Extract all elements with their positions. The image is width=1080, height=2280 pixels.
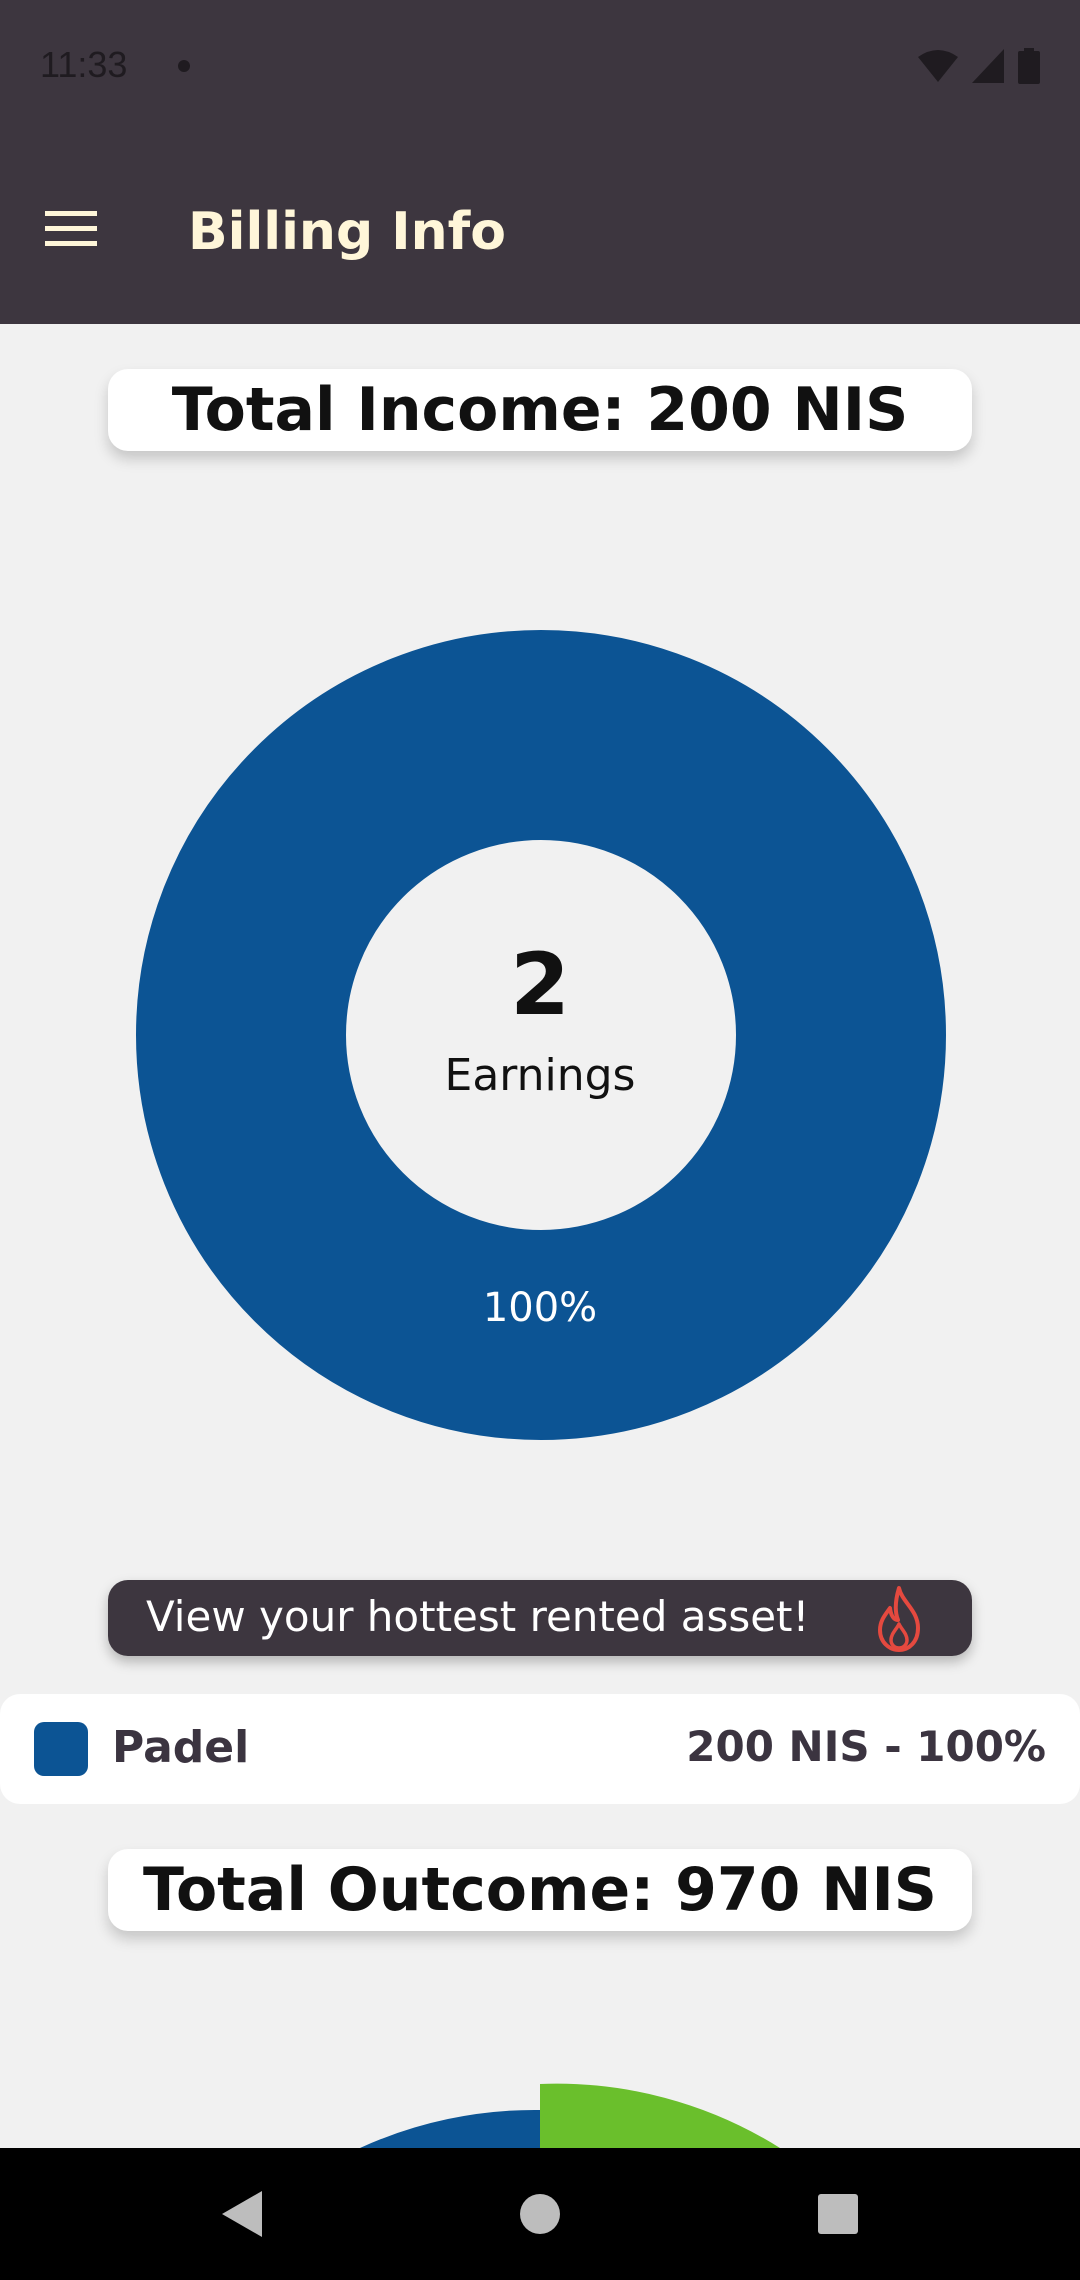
recents-icon [818, 2194, 858, 2234]
hamburger-menu-icon [45, 211, 97, 246]
cell-signal-icon [972, 49, 1004, 83]
battery-icon [1018, 48, 1040, 84]
outcome-donut-chart [0, 1980, 1080, 2148]
legend-item-padel[interactable]: Padel 200 NIS - 100% [0, 1694, 1080, 1804]
outcome-slice-blue[interactable] [360, 2109, 540, 2148]
status-icons [918, 48, 1040, 84]
earnings-label: Earnings [444, 1050, 636, 1101]
income-donut-chart [136, 630, 946, 1440]
notification-dot-icon [178, 60, 190, 72]
hottest-asset-button[interactable]: View your hottest rented asset! [108, 1580, 972, 1656]
back-icon [222, 2191, 262, 2237]
outcome-donut-svg [360, 2083, 780, 2148]
home-button[interactable] [510, 2184, 570, 2244]
wifi-icon [918, 50, 958, 82]
total-income-label: Total Income: 200 NIS [108, 369, 972, 451]
system-nav-bar [0, 2148, 1080, 2280]
legend-swatch [34, 1722, 88, 1776]
total-outcome-label: Total Outcome: 970 NIS [108, 1849, 972, 1931]
app-bar: Billing Info [0, 136, 1080, 324]
back-button[interactable] [212, 2184, 272, 2244]
legend-name: Padel [112, 1722, 250, 1773]
fire-icon [878, 1586, 920, 1652]
legend-value: 200 NIS - 100% [686, 1722, 1046, 1771]
hottest-asset-text: View your hottest rented asset! [146, 1592, 810, 1641]
recents-button[interactable] [808, 2184, 868, 2244]
earnings-count: 2 [510, 935, 570, 1035]
menu-button[interactable] [30, 198, 112, 260]
status-time: 11:33 [40, 44, 128, 85]
page-title: Billing Info [188, 202, 506, 262]
outcome-slice-green[interactable] [540, 2083, 780, 2148]
income-donut-svg [136, 630, 946, 1440]
home-icon [520, 2194, 560, 2234]
chart-slice-label: 100% [482, 1285, 598, 1331]
chart-slice-padel[interactable] [136, 630, 946, 1440]
status-bar: 11:33 [0, 0, 1080, 136]
